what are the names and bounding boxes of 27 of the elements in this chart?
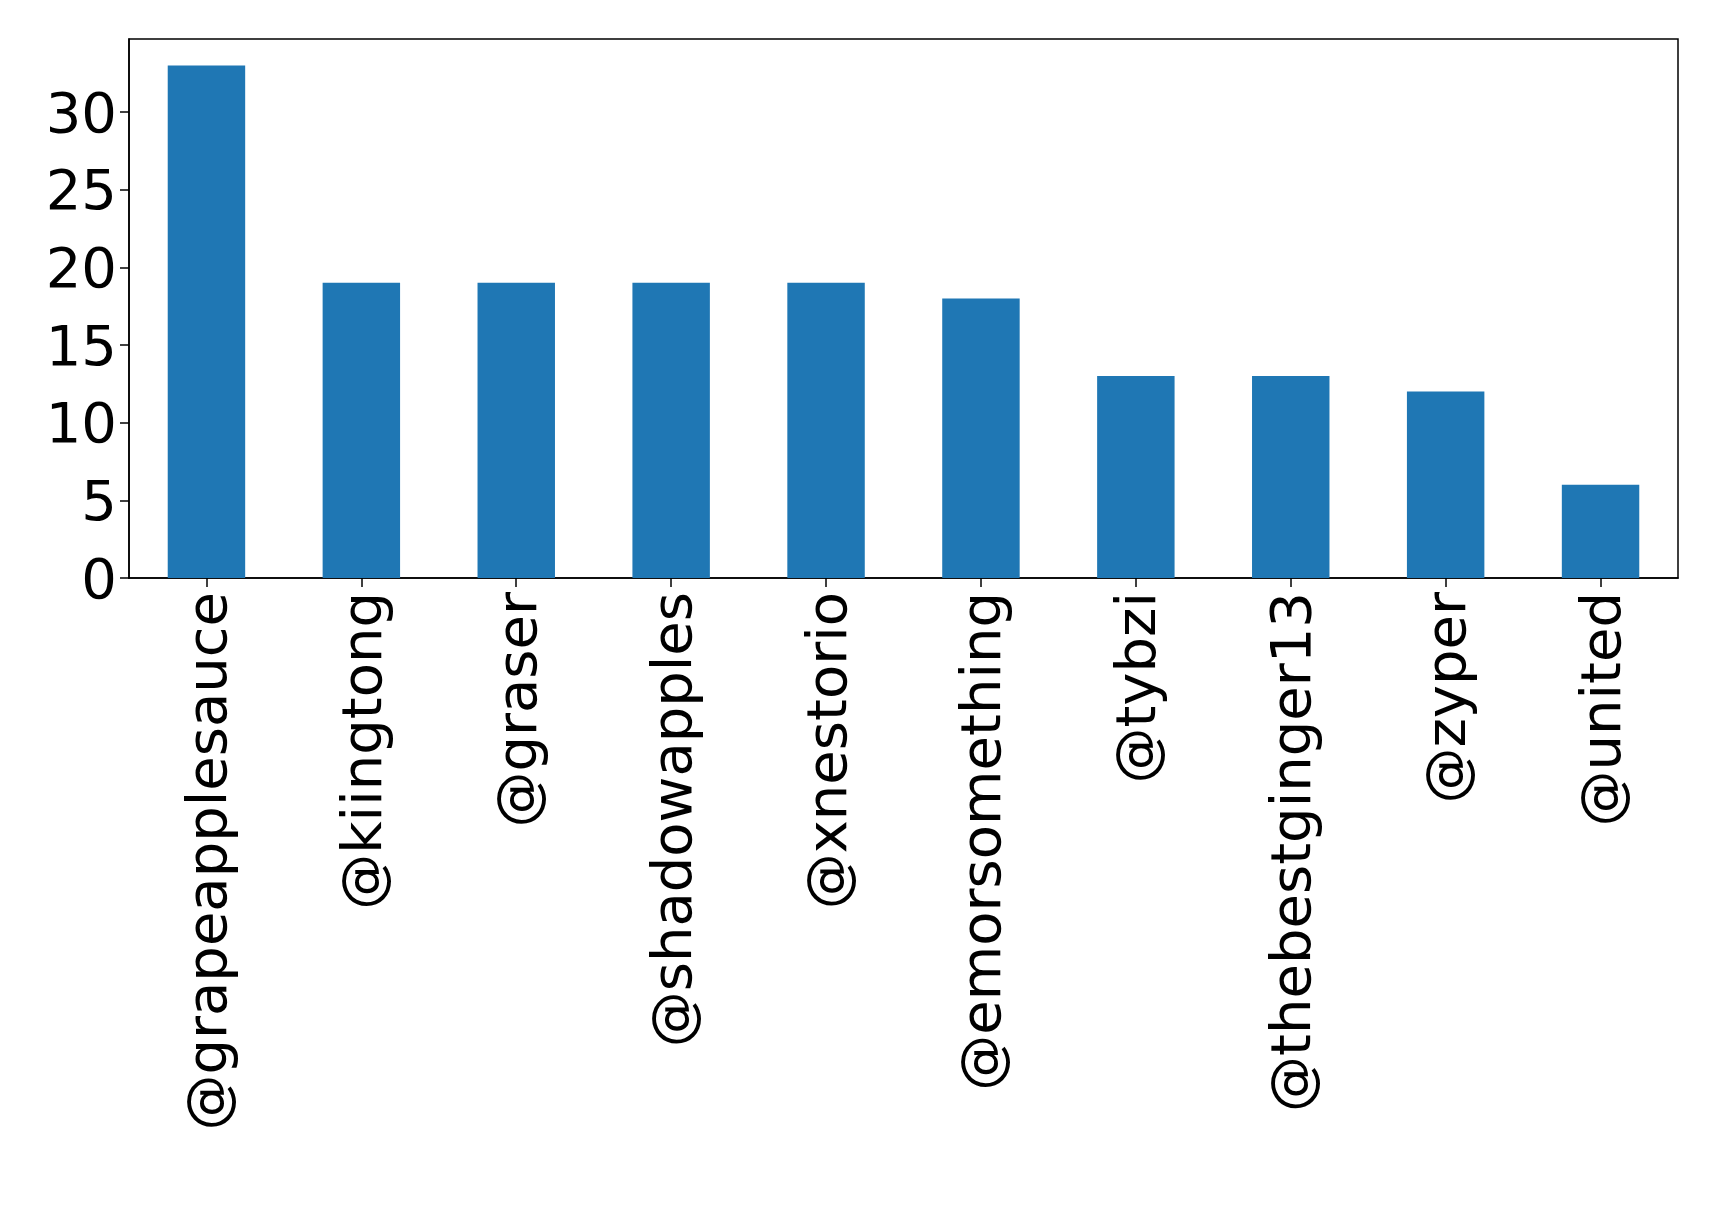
- y-tick-label: 15: [45, 312, 117, 378]
- x-tick-label: @zyper: [1413, 591, 1479, 804]
- x-tick-label: @united: [1568, 592, 1634, 827]
- x-tick-label: @tybzi: [1103, 592, 1169, 784]
- bar: [1561, 484, 1640, 578]
- y-tick-label: 30: [45, 79, 117, 145]
- x-tick-label: @shadowapples: [638, 592, 704, 1048]
- bar: [787, 282, 865, 578]
- y-tick-label: 25: [45, 157, 117, 223]
- y-tick-label: 20: [45, 234, 117, 300]
- x-tick-label: @xnestorio: [793, 592, 859, 910]
- x-tick-label: @graser: [483, 591, 549, 828]
- y-tick-label: 10: [45, 390, 117, 456]
- bar: [477, 282, 555, 578]
- y-tick-label: 0: [81, 545, 117, 611]
- bar: [1097, 376, 1175, 578]
- bar: [322, 282, 401, 578]
- y-tick-label: 5: [81, 467, 117, 533]
- bar: [1406, 391, 1485, 578]
- bar: [1252, 376, 1330, 578]
- x-tick-label: @thebestginger13: [1258, 592, 1324, 1112]
- x-tick-label: @kiingtong: [328, 592, 394, 910]
- bar: [942, 298, 1020, 578]
- x-tick-label: @grapeapplesauce: [173, 592, 239, 1131]
- bar: [632, 282, 710, 578]
- x-tick-label: @emorsomething: [948, 592, 1014, 1091]
- bar: [167, 65, 246, 578]
